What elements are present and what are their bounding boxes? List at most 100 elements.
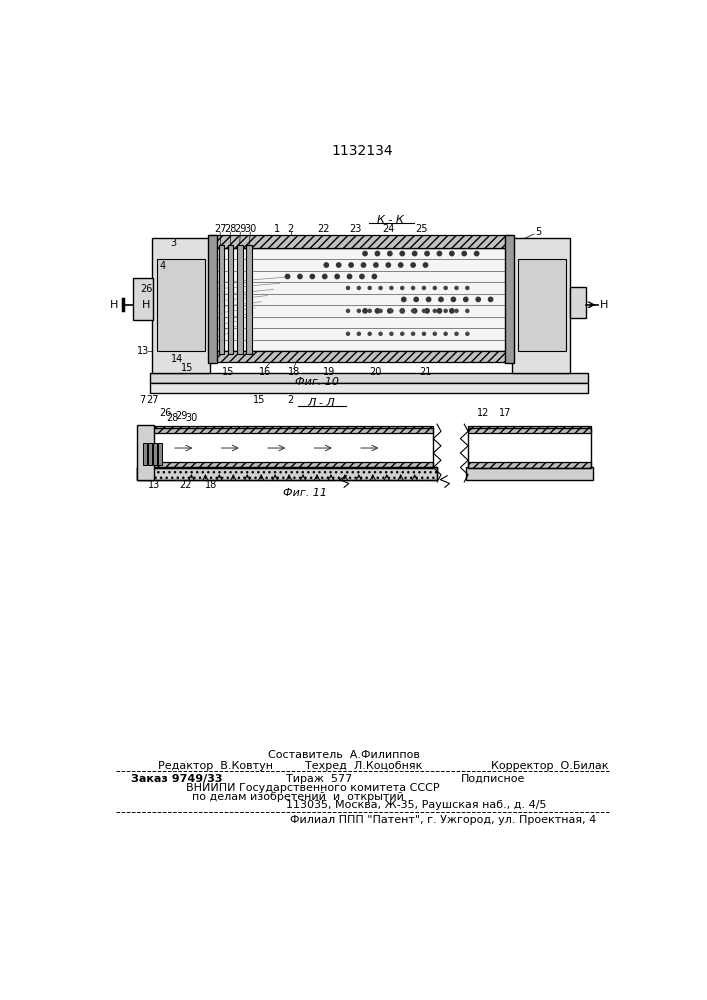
Circle shape (368, 309, 371, 312)
Bar (210, 248, 510, 351)
Text: Фиг. 10: Фиг. 10 (295, 377, 339, 387)
Circle shape (466, 309, 469, 312)
Circle shape (346, 332, 349, 335)
Text: 26: 26 (140, 284, 153, 294)
Text: 7: 7 (139, 395, 146, 405)
Circle shape (360, 274, 364, 279)
Circle shape (310, 274, 315, 279)
Text: К - К: К - К (378, 215, 404, 225)
Circle shape (476, 297, 480, 302)
Text: Н: Н (600, 300, 608, 310)
Text: Фиг. 11: Фиг. 11 (284, 488, 327, 498)
Circle shape (357, 286, 361, 289)
Circle shape (298, 274, 302, 279)
Bar (153, 428, 433, 468)
Text: 20: 20 (369, 367, 381, 377)
Text: 4: 4 (160, 261, 166, 271)
Circle shape (390, 286, 393, 289)
Bar (247, 245, 252, 354)
Bar (158, 259, 206, 351)
Bar (571, 287, 586, 318)
Circle shape (363, 309, 367, 313)
Bar (210, 235, 510, 248)
Circle shape (363, 251, 367, 256)
Circle shape (462, 251, 467, 256)
Text: по делам изобретений  и  открытий: по делам изобретений и открытий (192, 792, 404, 802)
Circle shape (401, 309, 404, 312)
Text: 22: 22 (317, 224, 329, 234)
Circle shape (346, 286, 349, 289)
Circle shape (444, 286, 448, 289)
Circle shape (411, 332, 414, 335)
Circle shape (423, 263, 428, 267)
Bar (518, 259, 566, 351)
Bar (153, 443, 158, 465)
Bar (466, 467, 593, 480)
Circle shape (386, 263, 390, 267)
Circle shape (357, 309, 361, 312)
Text: 23: 23 (349, 224, 362, 234)
Circle shape (450, 251, 454, 256)
Text: 28: 28 (224, 224, 236, 234)
Text: 17: 17 (499, 408, 511, 418)
Bar (210, 351, 510, 362)
Circle shape (433, 309, 436, 312)
Circle shape (411, 309, 414, 312)
Circle shape (422, 332, 426, 335)
Text: 21: 21 (419, 367, 432, 377)
Circle shape (455, 286, 458, 289)
Text: 2: 2 (288, 224, 294, 234)
Bar (218, 245, 224, 354)
Bar (151, 383, 588, 393)
Bar (137, 467, 437, 480)
Circle shape (400, 309, 404, 313)
Bar (158, 443, 162, 465)
Circle shape (324, 263, 329, 267)
Circle shape (438, 309, 442, 313)
Text: Корректор  О.Билак: Корректор О.Билак (491, 761, 609, 771)
Bar (208, 235, 217, 363)
Text: Составитель  А.Филиппов: Составитель А.Филиппов (268, 750, 420, 760)
Circle shape (425, 251, 429, 256)
Bar (468, 428, 590, 468)
Circle shape (390, 309, 393, 312)
Circle shape (438, 251, 442, 256)
Circle shape (401, 286, 404, 289)
Bar (228, 245, 233, 354)
Circle shape (455, 309, 458, 312)
Circle shape (426, 297, 431, 302)
Circle shape (474, 251, 479, 256)
Circle shape (387, 309, 392, 313)
Text: 22: 22 (179, 480, 192, 490)
Circle shape (375, 309, 380, 313)
Text: 5: 5 (534, 227, 541, 237)
Text: 18: 18 (288, 367, 300, 377)
Text: 30: 30 (185, 413, 197, 423)
Bar (153, 462, 433, 468)
Text: Заказ 9749/33: Заказ 9749/33 (131, 774, 223, 784)
Circle shape (414, 297, 419, 302)
Circle shape (450, 309, 454, 313)
Circle shape (368, 332, 371, 335)
Text: 15: 15 (252, 395, 265, 405)
Circle shape (286, 274, 290, 279)
Bar (468, 426, 590, 433)
Bar (468, 462, 590, 468)
Bar (137, 467, 437, 480)
Circle shape (444, 332, 448, 335)
Circle shape (335, 274, 339, 279)
Circle shape (451, 297, 455, 302)
Text: 113035, Москва, Ж-35, Раушская наб., д. 4/5: 113035, Москва, Ж-35, Раушская наб., д. … (286, 800, 547, 810)
Circle shape (411, 263, 415, 267)
Text: Редактор  В.Ковтун: Редактор В.Ковтун (158, 761, 273, 771)
Circle shape (357, 332, 361, 335)
Bar (152, 238, 210, 373)
Text: Техред  Л.Коцобняк: Техред Л.Коцобняк (305, 761, 423, 771)
Text: Тираж  577: Тираж 577 (286, 774, 352, 784)
Circle shape (466, 286, 469, 289)
Bar (153, 426, 433, 433)
Text: 13: 13 (136, 346, 148, 356)
Text: 24: 24 (382, 224, 395, 234)
Circle shape (489, 297, 493, 302)
Circle shape (422, 309, 426, 312)
